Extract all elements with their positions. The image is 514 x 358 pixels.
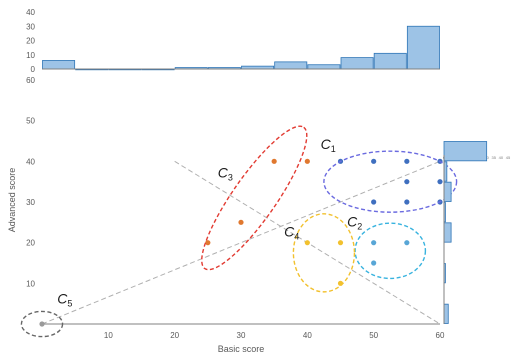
top-histogram-bar (406, 25, 440, 70)
cluster-label: C5 (57, 291, 72, 309)
y-axis-title: Advanced score (7, 168, 17, 233)
data-point (404, 199, 410, 205)
x-tick-label: 50 (369, 331, 378, 340)
y-axis-ticks: 10 20 30 40 50 60 (26, 76, 35, 288)
cluster-label: C3 (218, 165, 233, 183)
x-tick-label: 10 (104, 331, 113, 340)
data-point (437, 179, 443, 185)
cluster-ellipse (292, 213, 356, 293)
reference-lines (41, 160, 441, 325)
cluster-ellipse (20, 310, 64, 338)
y-tick-label: 10 (26, 279, 35, 288)
top-histogram-bar (373, 52, 407, 70)
top-histogram-bar (307, 64, 341, 70)
reference-line (41, 160, 441, 325)
data-point (371, 240, 377, 246)
data-point (404, 240, 410, 246)
data-point (404, 158, 410, 164)
cluster-annotations: C1 C2 C3 C4 C5 (20, 125, 458, 338)
right-histogram-x-tick: 40 (499, 155, 504, 160)
top-histogram-y-tick: 30 (26, 22, 35, 31)
cluster-ellipse (323, 150, 458, 213)
cluster-ellipse (201, 125, 308, 271)
y-tick-label: 40 (26, 157, 35, 166)
top-histogram: 0 10 20 30 40 (26, 8, 440, 74)
data-point (304, 158, 310, 164)
top-histogram-y-tick: 40 (26, 8, 35, 17)
top-histogram-bar (340, 57, 374, 70)
top-histogram-y-ticks: 0 10 20 30 40 (26, 8, 35, 74)
y-tick-label: 50 (26, 117, 35, 126)
right-histogram-bar (443, 303, 449, 324)
top-histogram-y-tick: 20 (26, 37, 35, 46)
cluster-ellipse (354, 222, 427, 280)
data-point (337, 240, 344, 246)
right-histogram-bar (443, 141, 488, 162)
data-point (271, 158, 277, 164)
data-point (39, 321, 45, 327)
cluster-label: C1 (321, 136, 336, 154)
top-histogram-bars (42, 25, 440, 71)
top-histogram-bar (274, 61, 308, 70)
right-histogram-x-tick: 45 (506, 155, 511, 160)
x-tick-label: 30 (237, 331, 246, 340)
data-point (371, 158, 377, 164)
top-histogram-y-tick: 10 (26, 51, 35, 60)
x-axis-title: Basic score (218, 344, 265, 354)
cluster-label: C2 (347, 213, 362, 231)
right-histogram-bar (443, 222, 452, 243)
right-histogram-bars (443, 141, 488, 324)
data-point (371, 260, 377, 266)
data-points (39, 158, 443, 327)
right-histogram-x-tick: 35 (492, 155, 497, 160)
data-point (304, 240, 310, 246)
data-point (205, 240, 211, 246)
y-tick-label: 60 (26, 76, 35, 85)
y-tick-label: 30 (26, 198, 35, 207)
x-tick-label: 20 (170, 331, 179, 340)
scatter-plot: 10 20 30 40 50 60 10 20 30 40 50 60 Basic score Ad… (7, 76, 458, 354)
x-tick-label: 40 (303, 331, 312, 340)
top-histogram-y-tick: 0 (31, 65, 36, 74)
cluster-label: C4 (284, 224, 299, 242)
data-point (238, 219, 244, 225)
right-histogram-bar (443, 181, 452, 202)
x-tick-label: 60 (436, 331, 445, 340)
right-histogram: 051015202530354045 (443, 141, 511, 324)
data-point (404, 179, 410, 185)
data-point (371, 199, 377, 205)
x-axis-ticks: 10 20 30 40 50 60 (104, 331, 445, 340)
y-tick-label: 20 (26, 239, 35, 248)
top-histogram-bar (42, 60, 76, 70)
